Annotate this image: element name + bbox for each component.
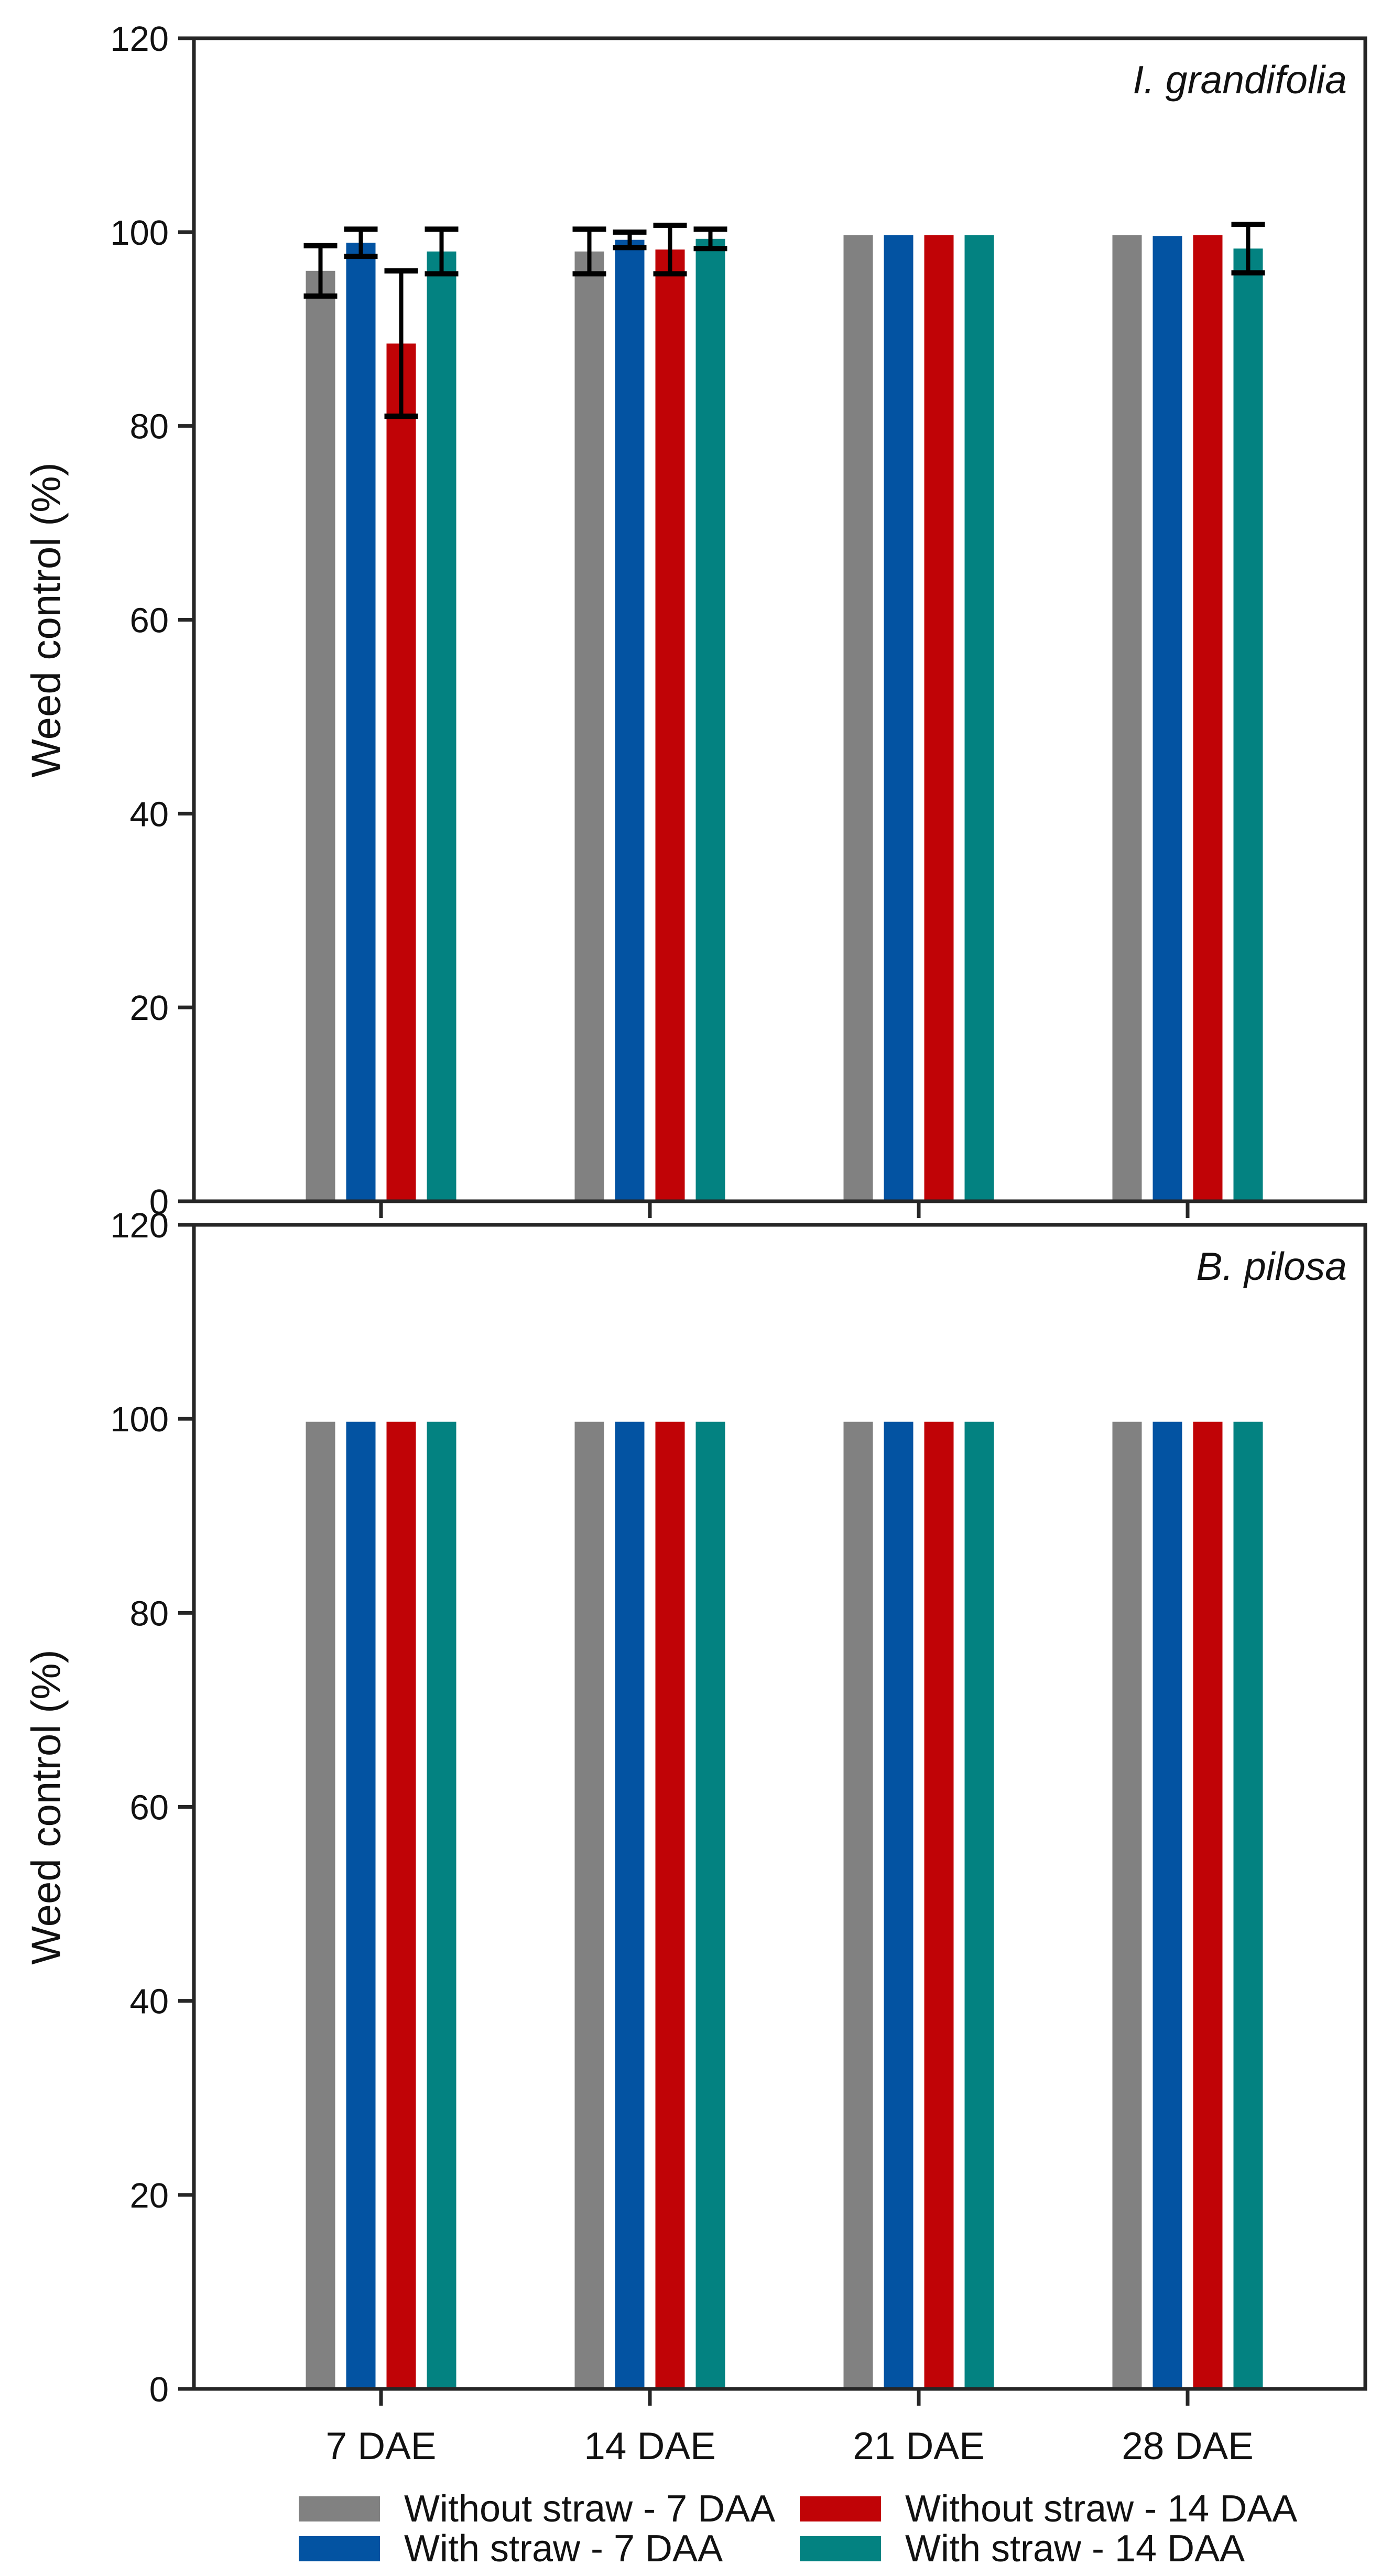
x-category-label-3: 21 DAE xyxy=(853,2425,985,2468)
x-category-label-1: 7 DAE xyxy=(326,2425,437,2468)
y-tick-label-panel1-100: 100 xyxy=(110,213,169,253)
legend-label-1: Without straw - 7 DAA xyxy=(404,2488,776,2530)
bar-panel1-cat3-series3 xyxy=(924,235,954,1201)
bar-panel1-cat4-series2 xyxy=(1152,236,1182,1202)
bar-panel2-cat1-series4 xyxy=(427,1421,456,2389)
bar-panel1-cat1-series3 xyxy=(386,343,416,1201)
bar-panel1-cat2-series4 xyxy=(695,238,725,1202)
bar-panel2-cat2-series4 xyxy=(695,1421,725,2389)
y-tick-label-panel1-40: 40 xyxy=(129,795,169,834)
bar-panel2-cat3-series2 xyxy=(884,1421,914,2389)
legend-item-1: Without straw - 7 DAA xyxy=(299,2488,776,2530)
bar-panel2-cat2-series3 xyxy=(655,1421,685,2389)
y-tick-label-panel2-0: 0 xyxy=(149,2370,169,2409)
bar-panel1-cat4-series3 xyxy=(1193,235,1223,1201)
bar-panel2-cat4-series3 xyxy=(1193,1421,1223,2389)
panel-title-2: B. pilosa xyxy=(1196,1244,1347,1288)
bar-panel1-cat3-series2 xyxy=(884,235,914,1201)
legend-swatch-3 xyxy=(800,2496,881,2521)
legend-item-2: With straw - 7 DAA xyxy=(299,2528,723,2570)
legend-item-3: Without straw - 14 DAA xyxy=(800,2488,1298,2530)
bar-panel1-cat1-series2 xyxy=(346,243,376,1201)
y-tick-label-panel2-40: 40 xyxy=(129,1982,169,2021)
bar-panel1-cat1-series4 xyxy=(427,251,456,1202)
bar-panel2-cat4-series4 xyxy=(1233,1421,1263,2389)
y-tick-label-panel2-60: 60 xyxy=(129,1788,169,1828)
bar-panel2-cat2-series2 xyxy=(615,1421,645,2389)
y-tick-label-panel1-80: 80 xyxy=(129,407,169,447)
y-tick-label-panel1-20: 20 xyxy=(129,988,169,1028)
bar-panel2-cat4-series2 xyxy=(1152,1421,1182,2389)
y-tick-label-panel2-120: 120 xyxy=(110,1206,169,1245)
bar-panel1-cat4-series1 xyxy=(1112,235,1142,1201)
bar-panel2-cat4-series1 xyxy=(1112,1421,1142,2389)
bar-panel2-cat2-series1 xyxy=(574,1421,604,2389)
bar-panel2-cat1-series3 xyxy=(386,1421,416,2389)
bar-panel1-cat4-series4 xyxy=(1233,248,1263,1201)
bar-panel2-cat3-series1 xyxy=(843,1421,873,2389)
bar-panel2-cat3-series3 xyxy=(924,1421,954,2389)
y-tick-label-panel2-100: 100 xyxy=(110,1400,169,1439)
y-tick-label-panel1-120: 120 xyxy=(110,19,169,59)
legend-label-3: Without straw - 14 DAA xyxy=(905,2488,1298,2530)
bar-panel1-cat2-series3 xyxy=(655,249,685,1201)
legend-swatch-4 xyxy=(800,2536,881,2561)
y-tick-label-panel2-80: 80 xyxy=(129,1594,169,1633)
x-category-label-4: 28 DAE xyxy=(1122,2425,1254,2468)
legend-label-4: With straw - 14 DAA xyxy=(905,2528,1245,2570)
bar-panel1-cat1-series1 xyxy=(306,270,335,1201)
y-tick-label-panel2-20: 20 xyxy=(129,2176,169,2215)
y-tick-label-panel1-60: 60 xyxy=(129,601,169,640)
panel-title-1: I. grandifolia xyxy=(1133,58,1347,102)
bar-panel2-cat1-series1 xyxy=(306,1421,335,2389)
bar-panel2-cat3-series4 xyxy=(964,1421,994,2389)
legend-swatch-2 xyxy=(299,2536,380,2561)
legend-item-4: With straw - 14 DAA xyxy=(800,2528,1245,2570)
bar-panel2-cat1-series2 xyxy=(346,1421,376,2389)
legend-label-2: With straw - 7 DAA xyxy=(404,2528,723,2570)
x-category-label-2: 14 DAE xyxy=(584,2425,716,2468)
legend-swatch-1 xyxy=(299,2496,380,2521)
y-tick-label-panel1-0: 0 xyxy=(149,1182,169,1222)
bar-panel1-cat3-series4 xyxy=(964,235,994,1201)
bar-panel1-cat3-series1 xyxy=(843,235,873,1201)
bar-panel1-cat2-series1 xyxy=(574,251,604,1202)
bar-panel1-cat2-series2 xyxy=(615,240,645,1201)
